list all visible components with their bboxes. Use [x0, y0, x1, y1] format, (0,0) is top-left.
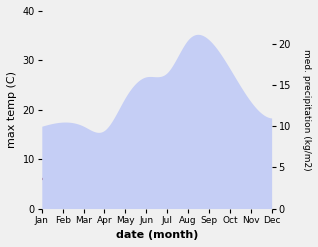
- Y-axis label: med. precipitation (kg/m2): med. precipitation (kg/m2): [302, 49, 311, 171]
- X-axis label: date (month): date (month): [115, 230, 198, 240]
- Y-axis label: max temp (C): max temp (C): [7, 71, 17, 148]
